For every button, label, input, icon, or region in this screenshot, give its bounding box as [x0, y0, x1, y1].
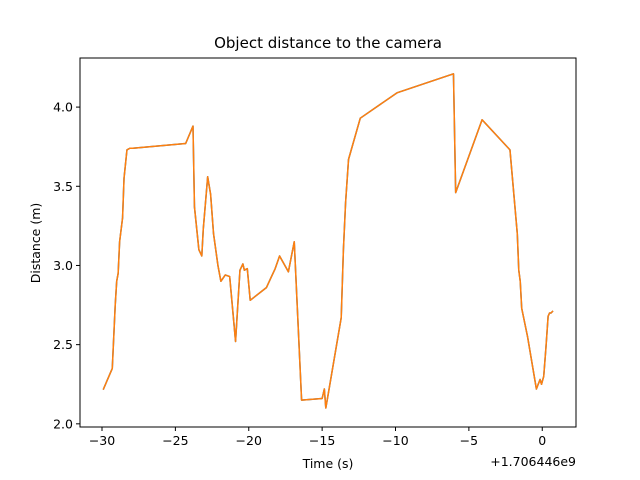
x-axis-title: Time (s)	[302, 456, 354, 471]
y-tick-label: 2.5	[53, 337, 73, 352]
y-axis-title: Distance (m)	[28, 203, 43, 284]
x-tick-label: 0	[538, 433, 546, 448]
x-tick-label: −20	[236, 433, 262, 448]
chart-title: Object distance to the camera	[214, 34, 442, 52]
series-layer	[102, 73, 554, 409]
y-tick-label: 4.0	[53, 100, 73, 115]
plot-frame	[79, 57, 577, 428]
y-axis: 2.0 2.5 3.0 3.5 4.0	[53, 100, 80, 431]
x-tick-label: −15	[309, 433, 335, 448]
x-tick-label: −10	[382, 433, 408, 448]
y-tick-label: 3.0	[53, 258, 73, 273]
y-tick-label: 3.5	[53, 179, 73, 194]
x-tick-label: −30	[89, 433, 115, 448]
x-axis: −30 −25 −20 −15 −10 −5 0	[89, 427, 546, 448]
x-tick-label: −5	[460, 433, 478, 448]
series-line-2	[102, 73, 554, 409]
x-offset-label: +1.706446e9	[490, 454, 576, 469]
x-tick-label: −25	[162, 433, 188, 448]
y-tick-label: 2.0	[53, 416, 73, 431]
